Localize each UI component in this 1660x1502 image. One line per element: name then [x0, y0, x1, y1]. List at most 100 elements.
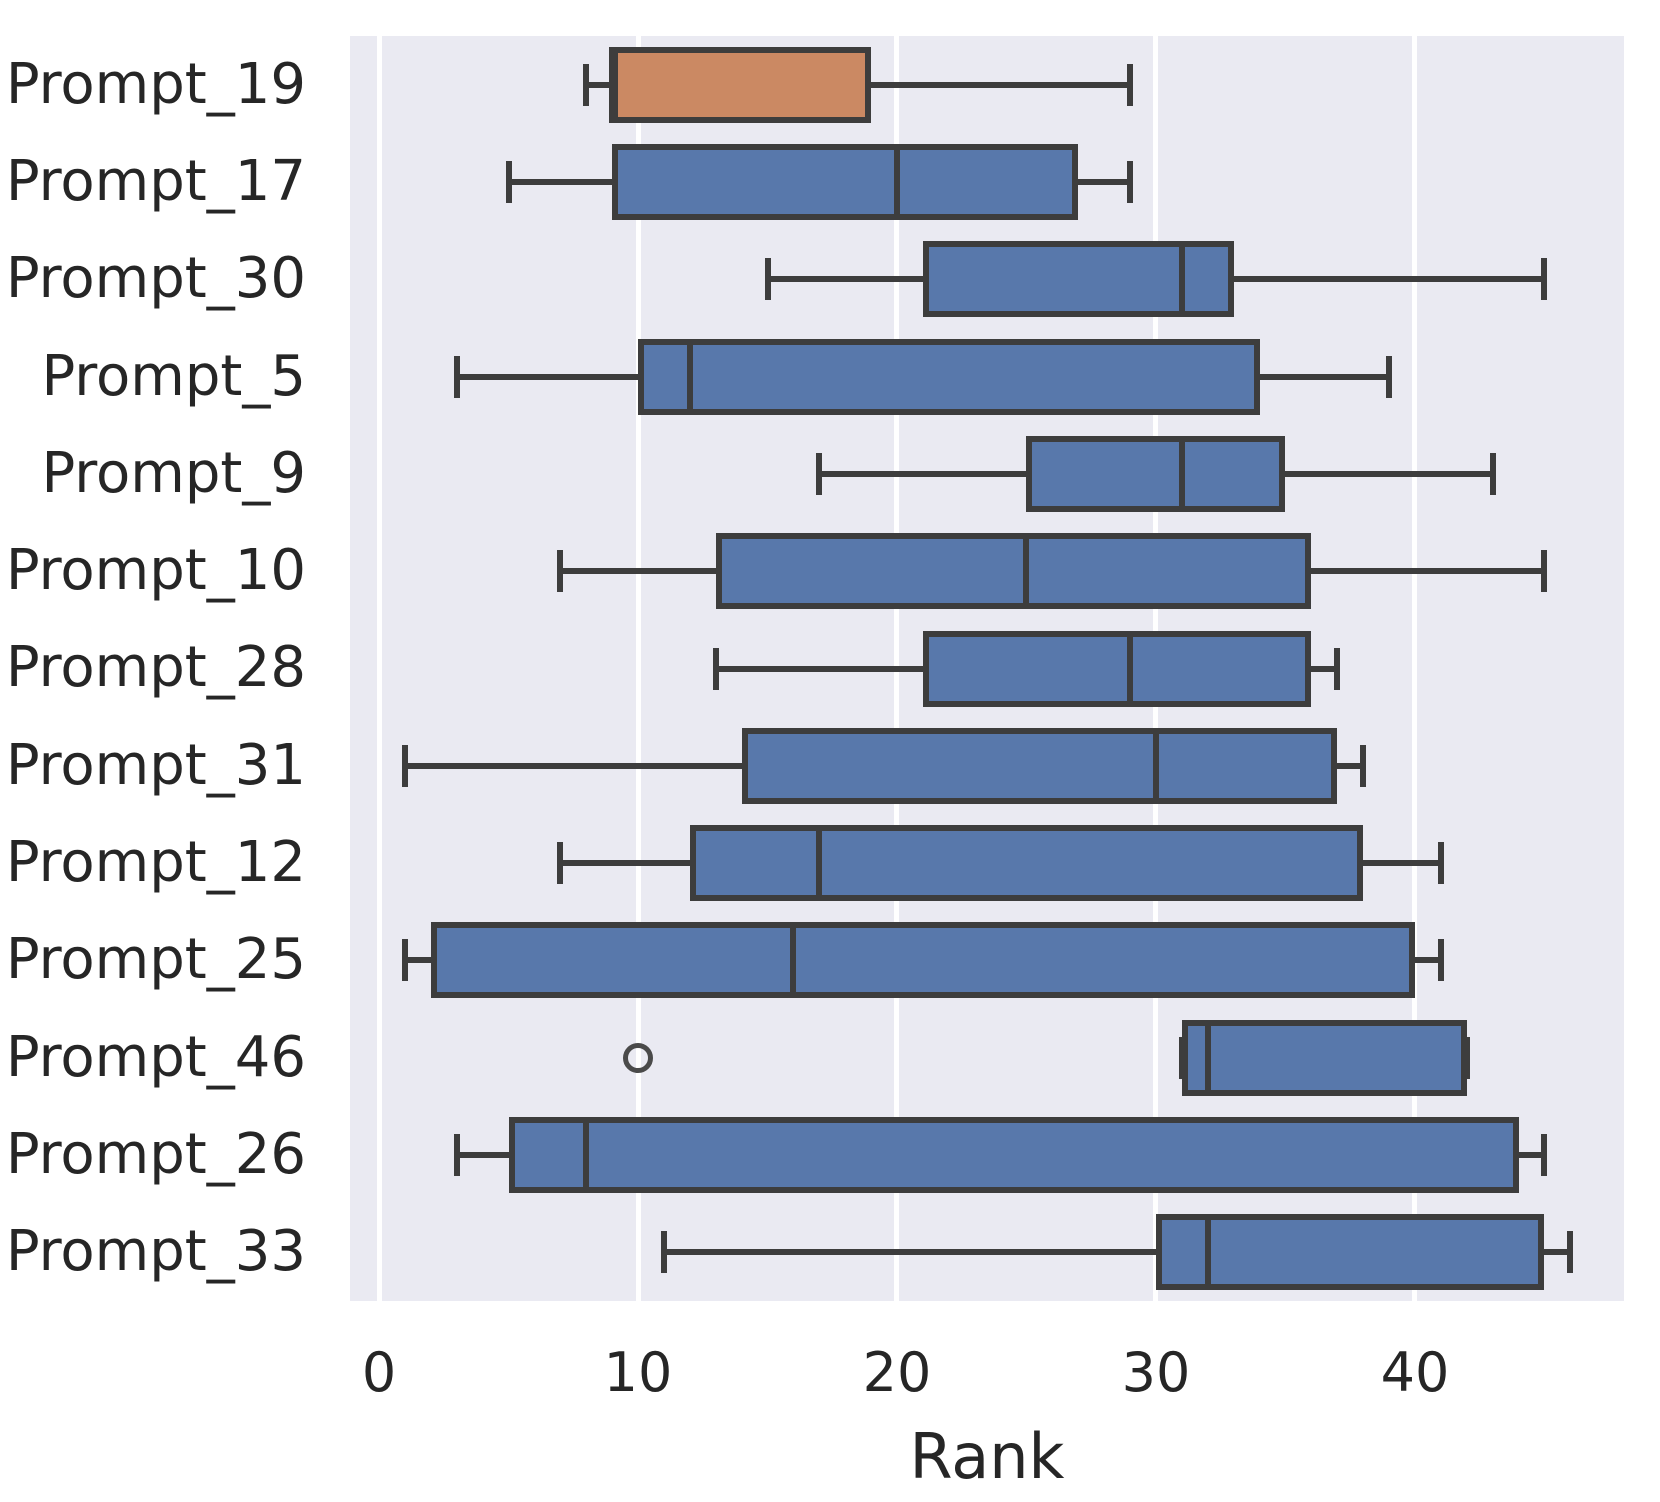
box-Prompt_10 — [715, 533, 1312, 610]
whisker-high-cap — [1437, 939, 1444, 982]
whisker-low-cap — [557, 550, 564, 593]
whisker-low-cap — [660, 1231, 667, 1274]
whisker-low-line — [819, 470, 1027, 477]
box-Prompt_30 — [922, 241, 1234, 318]
gridline-x-40 — [1412, 36, 1418, 1301]
median-line — [1178, 435, 1185, 512]
whisker-high-cap — [1463, 1036, 1470, 1079]
whisker-high-cap — [1541, 1134, 1548, 1177]
outlier-point — [623, 1042, 653, 1073]
y-tick-label-Prompt_12: Prompt_12 — [5, 830, 306, 896]
y-tick-label-Prompt_17: Prompt_17 — [5, 148, 306, 214]
x-tick-label-20: 20 — [862, 1341, 932, 1404]
box-Prompt_26 — [508, 1117, 1519, 1194]
median-line — [583, 1117, 590, 1194]
whisker-high-cap — [1127, 63, 1134, 106]
whisker-high-cap — [1489, 452, 1496, 495]
y-tick-label-Prompt_19: Prompt_19 — [5, 51, 306, 117]
x-tick-label-40: 40 — [1380, 1341, 1450, 1404]
whisker-high-line — [871, 81, 1131, 88]
box-Prompt_19 — [612, 46, 872, 123]
box-Prompt_33 — [1155, 1214, 1545, 1291]
whisker-low-cap — [557, 842, 564, 885]
x-axis-title: Rank — [909, 1420, 1065, 1493]
whisker-low-line — [456, 1152, 509, 1159]
whisker-low-line — [404, 762, 742, 769]
whisker-high-line — [1363, 860, 1441, 867]
y-tick-label-Prompt_30: Prompt_30 — [5, 246, 306, 312]
whisker-low-cap — [453, 1134, 460, 1177]
whisker-high-line — [1311, 665, 1338, 672]
median-line — [816, 825, 823, 902]
y-tick-label-Prompt_33: Prompt_33 — [5, 1219, 306, 1285]
whisker-low-line — [586, 81, 613, 88]
whisker-high-cap — [1127, 160, 1134, 203]
whisker-low-line — [767, 276, 923, 283]
box-Prompt_28 — [922, 630, 1312, 707]
y-tick-label-Prompt_5: Prompt_5 — [41, 343, 306, 409]
whisker-high-cap — [1567, 1231, 1574, 1274]
box-Prompt_25 — [430, 922, 1415, 999]
whisker-low-line — [508, 178, 613, 185]
whisker-low-cap — [401, 939, 408, 982]
whisker-high-line — [1414, 957, 1441, 964]
whisker-high-line — [1337, 762, 1364, 769]
gridline-x-10 — [635, 36, 641, 1301]
median-line — [1204, 1214, 1211, 1291]
y-tick-label-Prompt_31: Prompt_31 — [5, 732, 306, 798]
box-Prompt_17 — [612, 143, 1079, 220]
box-Prompt_31 — [741, 727, 1338, 804]
box-Prompt_12 — [689, 825, 1364, 902]
y-tick-label-Prompt_10: Prompt_10 — [5, 538, 306, 604]
median-line — [1127, 630, 1134, 707]
whisker-low-cap — [401, 744, 408, 787]
y-tick-label-Prompt_46: Prompt_46 — [5, 1024, 306, 1090]
whisker-low-cap — [712, 647, 719, 690]
whisker-high-line — [1285, 470, 1493, 477]
median-line — [1152, 727, 1159, 804]
box-Prompt_5 — [638, 338, 1260, 415]
whisker-low-cap — [583, 63, 590, 106]
whisker-high-cap — [1386, 355, 1393, 398]
whisker-low-line — [456, 373, 638, 380]
median-line — [686, 338, 693, 415]
y-tick-label-Prompt_25: Prompt_25 — [5, 927, 306, 993]
median-line — [1178, 241, 1185, 318]
median-line — [790, 922, 797, 999]
whisker-high-cap — [1541, 550, 1548, 593]
whisker-low-cap — [453, 355, 460, 398]
x-tick-label-10: 10 — [603, 1341, 673, 1404]
whisker-high-line — [1259, 373, 1390, 380]
median-line — [1204, 1019, 1211, 1096]
gridline-x-0 — [376, 36, 382, 1301]
median-line — [609, 46, 616, 123]
whisker-high-line — [1233, 276, 1545, 283]
box-Prompt_46 — [1181, 1019, 1467, 1096]
whisker-high-line — [1518, 1152, 1545, 1159]
whisker-high-cap — [1437, 842, 1444, 885]
whisker-high-line — [1544, 1249, 1571, 1256]
median-line — [893, 143, 900, 220]
whisker-low-line — [715, 665, 923, 672]
whisker-low-line — [560, 860, 690, 867]
whisker-low-cap — [764, 258, 771, 301]
whisker-low-line — [663, 1249, 1156, 1256]
box-Prompt_9 — [1026, 435, 1286, 512]
whisker-high-line — [1311, 568, 1545, 575]
y-tick-label-Prompt_26: Prompt_26 — [5, 1122, 306, 1188]
whisker-low-cap — [505, 160, 512, 203]
y-tick-label-Prompt_9: Prompt_9 — [41, 440, 306, 506]
whisker-low-cap — [816, 452, 823, 495]
x-tick-label-30: 30 — [1121, 1341, 1191, 1404]
whisker-high-cap — [1541, 258, 1548, 301]
plot-area — [350, 36, 1624, 1301]
median-line — [1023, 533, 1030, 610]
whisker-low-line — [404, 957, 431, 964]
whisker-high-cap — [1360, 744, 1367, 787]
whisker-high-line — [1078, 178, 1131, 185]
whisker-high-cap — [1334, 647, 1341, 690]
x-tick-label-0: 0 — [361, 1341, 397, 1404]
y-tick-label-Prompt_28: Prompt_28 — [5, 635, 306, 701]
whisker-low-line — [560, 568, 716, 575]
